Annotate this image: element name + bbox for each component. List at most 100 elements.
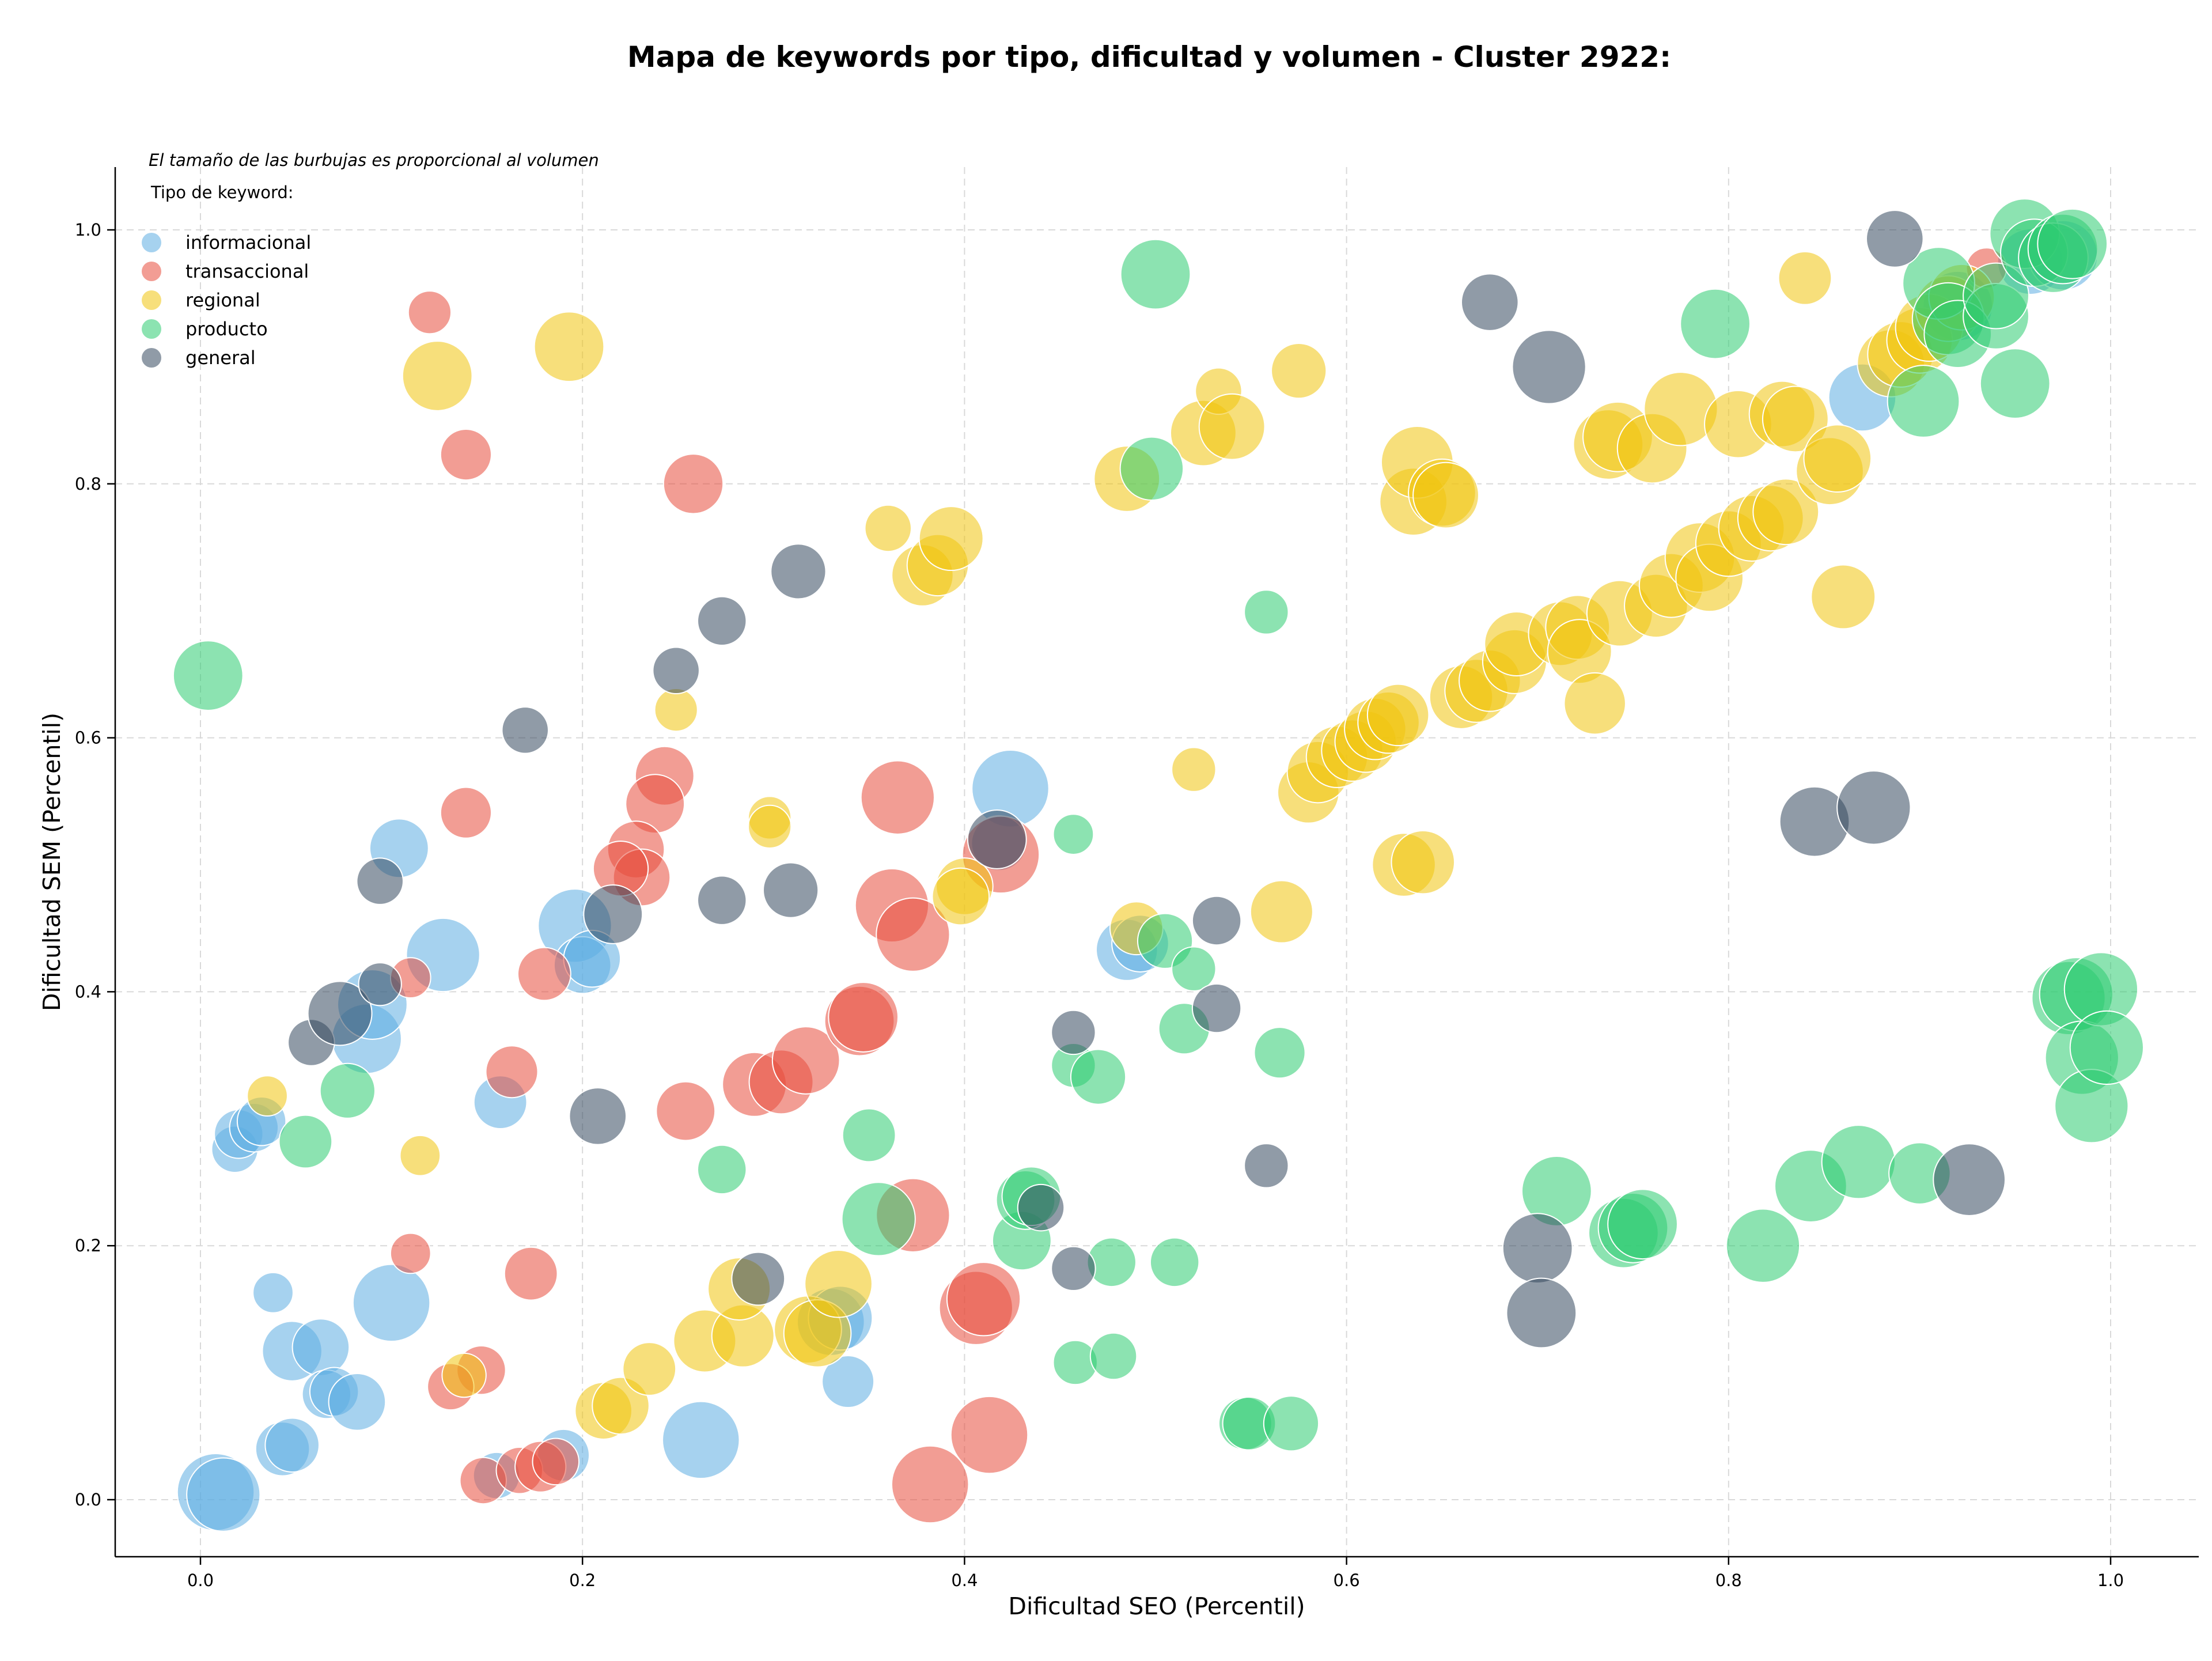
bubble-general [1933, 1143, 2006, 1216]
bubble-general [583, 884, 643, 944]
bubble-informacional [328, 1372, 387, 1431]
bubble-producto [1680, 288, 1751, 360]
bubble-producto [1089, 1332, 1138, 1380]
bubble-regional [1249, 880, 1313, 944]
bubble-producto [1963, 262, 2029, 330]
bubble-general [1191, 895, 1242, 946]
bubble-producto [841, 1182, 916, 1257]
x-tick-label: 0.6 [1334, 1571, 1360, 1590]
bubble-general [1051, 1246, 1096, 1292]
bubble-general [1191, 983, 1242, 1034]
bubble-transaccional [828, 982, 899, 1053]
bubble-transaccional [389, 1232, 431, 1274]
ticks: 0.0 0.2 0.4 0.6 0.8 1.0 0.0 0.2 0.4 0.6 0.8 1.0 [75, 220, 2124, 1590]
y-axis-label: Dificultad SEM (Percentil) [38, 713, 66, 1011]
legend-label-informacional: informacional [185, 232, 311, 253]
bubble-producto [1149, 1237, 1200, 1288]
legend: Tipo de keyword: informacional transacci… [142, 183, 311, 369]
bubble-producto [2069, 1010, 2145, 1085]
bubble-producto [2037, 208, 2108, 279]
bubble-regional [402, 340, 473, 411]
bubble-producto [1052, 814, 1094, 855]
chart-title: Mapa de keywords por tipo, dificultad y … [627, 40, 1671, 74]
bubble-general [967, 809, 1027, 869]
bubble-informacional [352, 1263, 431, 1342]
bubble-regional [441, 1352, 487, 1398]
bubble-regional [533, 311, 605, 383]
x-tick-label: 0.4 [951, 1571, 978, 1590]
bubble-general [1865, 210, 1924, 268]
bubble-transaccional [876, 897, 950, 972]
bubble-regional [1563, 672, 1626, 735]
bubble-producto [1979, 348, 2051, 419]
bubble-producto [1263, 1395, 1320, 1452]
bubble-transaccional [656, 1081, 716, 1141]
bubble-regional [1803, 424, 1872, 493]
bubble-general [1512, 330, 1586, 404]
bubble-producto [1887, 365, 1960, 438]
bubble-transaccional [407, 290, 452, 335]
bubble-regional [1391, 830, 1455, 895]
bubble-regional [864, 504, 912, 553]
bubble-general [697, 596, 747, 646]
bubble-regional [622, 1342, 677, 1396]
bubble-producto [1070, 1049, 1127, 1105]
bubble-general [763, 862, 819, 918]
bubble-informacional [821, 1355, 875, 1409]
legend-label-transaccional: transaccional [185, 260, 309, 282]
bubbles [172, 198, 2145, 1532]
bubble-regional [1171, 747, 1217, 792]
bubble-regional [654, 688, 698, 732]
y-tick-label: 0.8 [75, 474, 101, 494]
legend-marker-transaccional [142, 262, 161, 281]
bubble-general [501, 706, 549, 754]
bubble-transaccional [891, 1445, 969, 1524]
bubble-transaccional [532, 1437, 580, 1486]
bubble-regional [1762, 385, 1829, 453]
bubble-producto [842, 1108, 896, 1163]
bubble-informacional [264, 1417, 320, 1473]
x-tick-label: 0.8 [1715, 1571, 1742, 1590]
bubble-informacional [186, 1457, 261, 1532]
bubble-producto [1253, 1027, 1306, 1079]
bubble-regional [399, 1134, 441, 1176]
y-tick-label: 0.0 [75, 1490, 101, 1509]
bubble-producto [697, 1144, 747, 1195]
bubble-producto [1821, 1125, 1896, 1200]
bubble-regional [748, 804, 792, 849]
legend-marker-producto [142, 319, 161, 339]
x-axis-label: Dificultad SEO (Percentil) [1008, 1592, 1305, 1620]
bubble-regional [1271, 343, 1327, 399]
x-tick-label: 1.0 [2097, 1571, 2124, 1590]
bubble-general [1051, 1009, 1096, 1055]
bubble-producto [172, 640, 244, 711]
bubble-informacional [252, 1272, 294, 1314]
bubble-general [1502, 1213, 1573, 1284]
bubble-transaccional [517, 947, 571, 1001]
y-tick-label: 0.2 [75, 1236, 101, 1255]
bubble-producto [1725, 1208, 1801, 1283]
bubble-transaccional [950, 1395, 1029, 1474]
bubble-producto [1171, 946, 1217, 992]
bubble-regional [1198, 393, 1266, 460]
y-tick-label: 0.4 [75, 982, 101, 1001]
legend-title: Tipo de keyword: [150, 183, 294, 202]
bubble-producto [319, 1062, 376, 1119]
bubble-general [1506, 1277, 1577, 1349]
bubble-transaccional [662, 453, 724, 514]
legend-label-general: general [185, 347, 256, 369]
bubble-general [1244, 1143, 1289, 1189]
bubble-producto [278, 1114, 333, 1169]
legend-marker-regional [142, 290, 161, 310]
bubble-general [1461, 273, 1519, 331]
bubble-general [770, 543, 827, 600]
bubble-regional [918, 506, 984, 572]
bubble-regional [1412, 461, 1479, 529]
bubble-general [652, 646, 700, 695]
bubble-general [307, 981, 373, 1046]
bubble-producto [1119, 436, 1184, 501]
bubble-regional [1810, 564, 1876, 630]
bubble-producto [1244, 589, 1289, 635]
bubble-transaccional [485, 1045, 539, 1099]
bubble-general [697, 875, 747, 925]
